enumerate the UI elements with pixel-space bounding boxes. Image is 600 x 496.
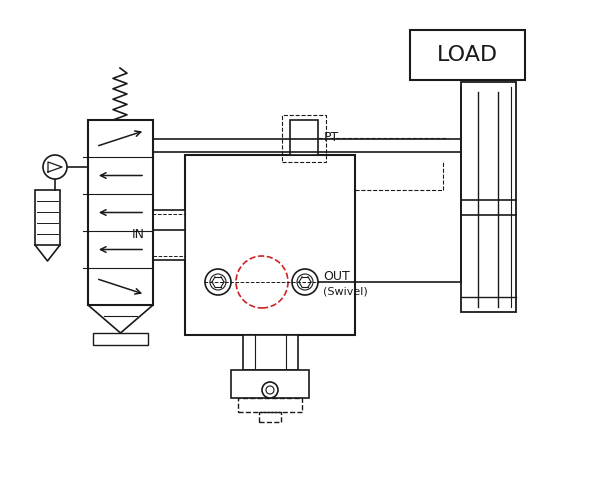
Circle shape xyxy=(297,274,313,290)
Bar xyxy=(93,333,148,345)
Text: IN: IN xyxy=(132,229,145,242)
Bar xyxy=(88,120,153,305)
Bar xyxy=(153,214,185,256)
Circle shape xyxy=(205,269,231,295)
Bar xyxy=(410,30,525,80)
Bar xyxy=(231,370,309,398)
Text: (Swivel): (Swivel) xyxy=(323,286,368,296)
Circle shape xyxy=(210,274,226,290)
Bar xyxy=(35,190,60,245)
Bar xyxy=(282,115,326,162)
Bar xyxy=(259,412,281,422)
Circle shape xyxy=(262,382,278,398)
Bar xyxy=(242,335,298,370)
Bar xyxy=(238,398,302,412)
Bar xyxy=(461,82,515,312)
Circle shape xyxy=(43,155,67,179)
Circle shape xyxy=(292,269,318,295)
Text: PT: PT xyxy=(324,131,339,144)
Text: LOAD: LOAD xyxy=(437,45,498,65)
Circle shape xyxy=(266,386,274,394)
Bar xyxy=(185,155,355,335)
Bar xyxy=(290,120,318,155)
Bar xyxy=(150,210,185,260)
Text: OUT: OUT xyxy=(323,269,350,283)
